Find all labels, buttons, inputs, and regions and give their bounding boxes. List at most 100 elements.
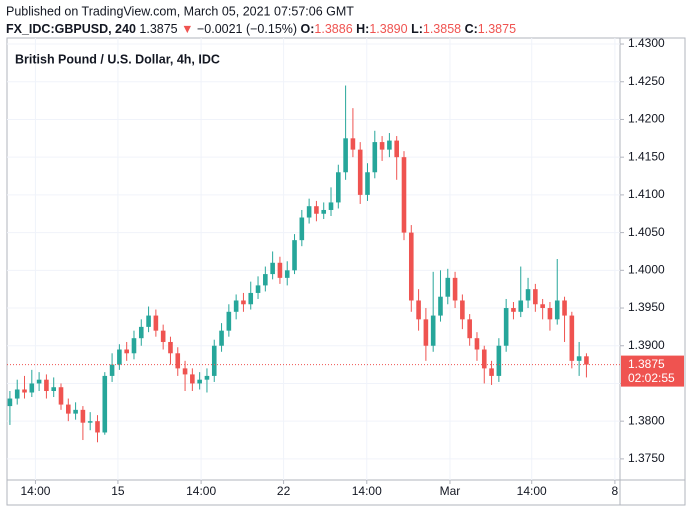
y-tick-label: 1.4050 <box>628 225 665 239</box>
y-tick-label: 1.4100 <box>628 187 665 201</box>
candle-body <box>182 368 188 375</box>
y-tick-label: 1.4200 <box>628 112 665 126</box>
candle-body <box>518 300 524 312</box>
candle-body <box>263 274 268 286</box>
grid <box>7 38 620 480</box>
y-tick-label: 1.4000 <box>628 262 665 276</box>
candles <box>7 85 589 443</box>
last: 1.3875 <box>139 22 177 36</box>
quote-line: FX_IDC:GBPUSD, 240 1.3875 ▼ −0.0021 (−0.… <box>6 22 516 36</box>
o-value: 1.3886 <box>314 22 352 36</box>
candle-body <box>7 398 13 407</box>
candle-body <box>131 338 137 354</box>
candle-body <box>146 315 151 327</box>
l-value: 1.3858 <box>423 22 461 36</box>
y-tick-label: 1.3750 <box>628 451 665 465</box>
o-label: O: <box>301 22 315 36</box>
candle-body <box>168 341 173 354</box>
candle-body <box>284 270 290 278</box>
candle-body <box>584 356 589 365</box>
x-tick-label: 14:00 <box>20 484 50 498</box>
candle-body <box>467 319 472 339</box>
candle-body <box>379 142 385 150</box>
candle-body <box>496 345 502 376</box>
c-value: 1.3875 <box>478 22 516 36</box>
candle-body <box>365 172 370 195</box>
candle-body <box>197 379 202 384</box>
candle-body <box>299 217 305 241</box>
candle-body <box>87 421 93 423</box>
candle-body <box>36 379 42 384</box>
candle-body <box>540 304 545 309</box>
candle-body <box>416 300 421 320</box>
candle-body <box>233 300 239 312</box>
candle-body <box>394 140 399 158</box>
candle-body <box>255 285 261 293</box>
candle-body <box>160 330 166 342</box>
c-label: C: <box>465 22 478 36</box>
candle-body <box>503 308 509 346</box>
chart-title: British Pound / U.S. Dollar, 4h, IDC <box>15 52 220 66</box>
candle-body <box>124 349 129 354</box>
y-tick-label: 1.4300 <box>628 36 665 50</box>
candle-body <box>153 315 159 331</box>
candle-body <box>321 209 327 214</box>
candle-body <box>277 262 283 278</box>
x-tick-label: 14:00 <box>352 484 382 498</box>
candle-body <box>350 138 356 150</box>
candle-body <box>438 296 443 316</box>
y-tick-label: 1.4250 <box>628 74 665 88</box>
l-label: L: <box>411 22 423 36</box>
candle-body <box>547 308 553 320</box>
candle-body <box>408 232 414 301</box>
candle-body <box>562 300 567 316</box>
y-tick-label: 1.3950 <box>628 300 665 314</box>
candle-body <box>554 300 560 320</box>
candle-body <box>241 300 246 305</box>
x-tick-label: 14:00 <box>186 484 216 498</box>
symbol: FX_IDC:GBPUSD, 240 <box>6 22 136 36</box>
candle-body <box>343 138 348 173</box>
h-label: H: <box>356 22 369 36</box>
candle-body <box>569 315 575 361</box>
candle-body <box>58 387 64 405</box>
candle-body <box>445 277 451 297</box>
candle-body <box>372 142 378 173</box>
candle-body <box>292 240 297 271</box>
candle-body <box>460 300 465 320</box>
candle-body <box>14 389 20 399</box>
candle-body <box>51 387 57 391</box>
arrow: ▼ <box>181 22 193 36</box>
candle-body <box>481 349 487 369</box>
candle-body <box>248 292 254 305</box>
candle-body <box>29 383 35 393</box>
candle-body <box>357 149 363 195</box>
price-badge-value: 1.3875 <box>628 357 665 371</box>
candle-body <box>306 206 312 218</box>
frame <box>6 37 686 506</box>
candle-body <box>175 353 181 369</box>
price-badge <box>621 355 684 387</box>
candle-body <box>219 330 224 346</box>
h-value: 1.3890 <box>369 22 407 36</box>
candle-body <box>474 338 480 350</box>
candle-body <box>22 389 27 393</box>
y-tick-label: 1.3800 <box>628 413 665 427</box>
x-tick-label: 15 <box>111 484 125 498</box>
change: −0.0021 (−0.15%) <box>197 22 297 36</box>
published-line: Published on TradingView.com, March 05, … <box>6 4 354 18</box>
x-tick-label: 8 <box>612 484 619 498</box>
candle-body <box>66 404 71 414</box>
candle-body <box>211 345 217 376</box>
candle-body <box>489 368 494 376</box>
candle-body <box>452 277 458 301</box>
candle-body <box>44 379 49 391</box>
candle-body <box>73 409 78 414</box>
candle-body <box>109 364 115 376</box>
x-tick-label: 14:00 <box>517 484 547 498</box>
candle-body <box>423 319 429 346</box>
candle-body <box>95 421 100 433</box>
y-tick-label: 1.4150 <box>628 149 665 163</box>
x-tick-label: Mar <box>440 484 461 498</box>
